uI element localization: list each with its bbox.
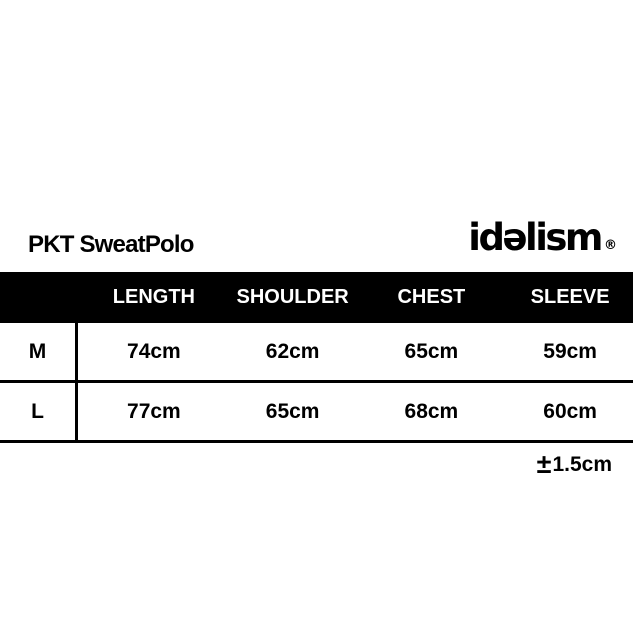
brand-logo: idəlism ® [468, 219, 617, 256]
header-cell-sleeve: SLEEVE [530, 286, 610, 308]
header-cell-shoulder: SHOULDER [236, 286, 349, 308]
product-title: PKT SweatPolo [28, 231, 194, 258]
size-label-cell: M [0, 323, 78, 380]
header-cell-length: LENGTH [112, 286, 195, 308]
chest-value-cell: 65cm [404, 339, 459, 363]
shoulder-value-cell: 62cm [265, 339, 320, 363]
size-label-cell: L [0, 383, 78, 440]
tolerance-value: 1.5cm [552, 453, 612, 476]
sleeve-value-cell: 60cm [543, 399, 597, 423]
registered-trademark-icon: ® [604, 238, 617, 253]
table-header-row: LENGTH SHOULDER CHEST SLEEVE [0, 272, 633, 323]
table-row-size-l: L 77cm 65cm 68cm 60cm [0, 383, 633, 443]
tolerance-note: ±1.5cm [537, 448, 612, 480]
length-value-cell: 77cm [127, 399, 181, 423]
shoulder-value-cell: 65cm [265, 399, 320, 423]
brand-logo-text: idəlism [468, 216, 603, 259]
sleeve-value-cell: 59cm [543, 339, 597, 363]
chest-value-cell: 68cm [404, 399, 459, 423]
header-cell-chest: CHEST [397, 286, 466, 308]
length-value-cell: 74cm [127, 339, 181, 363]
size-table: LENGTH SHOULDER CHEST SLEEVE M 74cm 62cm… [0, 272, 633, 443]
table-row-size-m: M 74cm 62cm 65cm 59cm [0, 323, 633, 383]
plus-minus-icon: ± [536, 449, 552, 479]
